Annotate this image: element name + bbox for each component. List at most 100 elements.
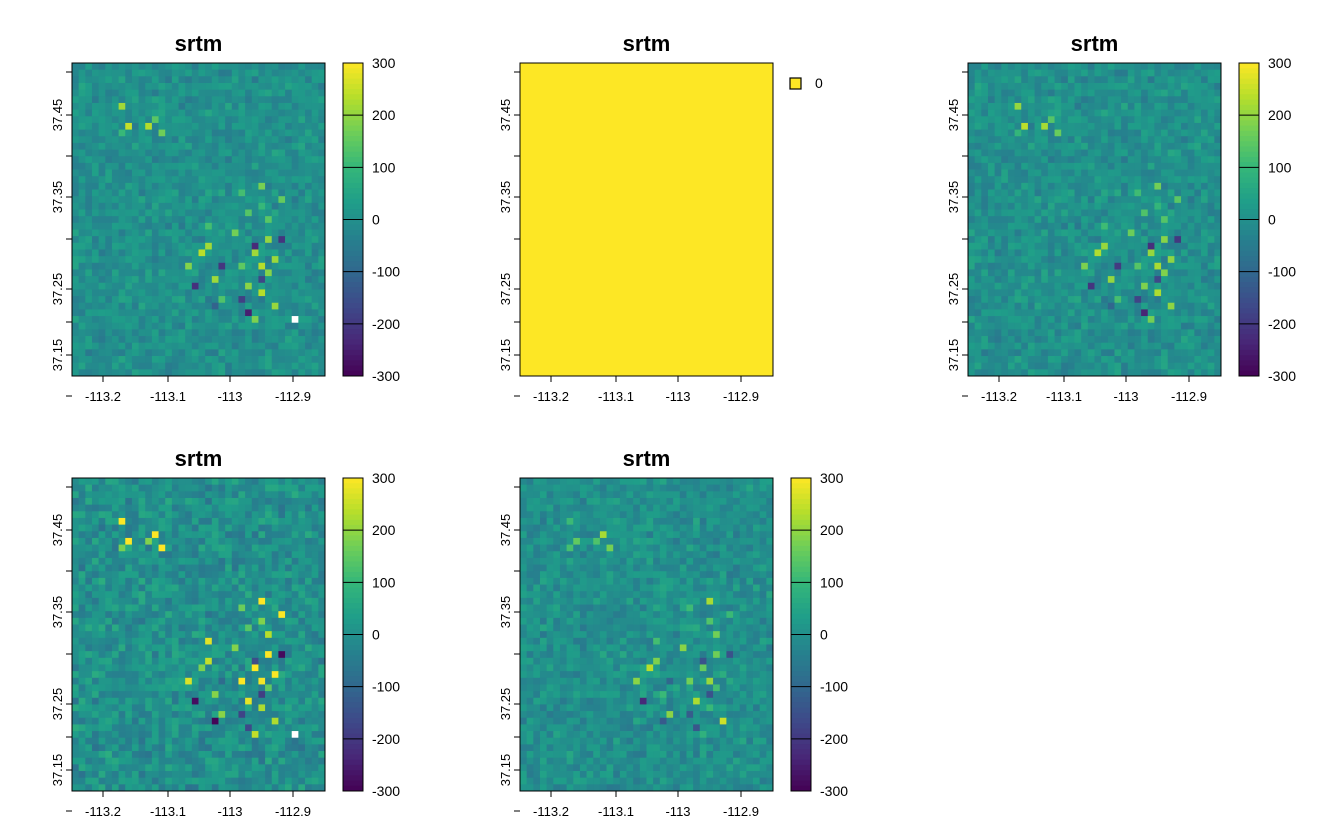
raster-cell xyxy=(1047,309,1055,317)
raster-cell xyxy=(165,316,173,324)
raster-cell xyxy=(145,316,153,324)
raster-cell xyxy=(305,89,313,97)
legend-colorbar-segment xyxy=(343,83,363,90)
raster-cell xyxy=(111,517,120,526)
raster-cell xyxy=(98,149,106,157)
raster-cell xyxy=(245,169,253,177)
raster-cell xyxy=(225,309,233,317)
raster-cell xyxy=(1054,162,1062,170)
raster-cell xyxy=(185,129,193,137)
raster-cell xyxy=(1207,229,1215,237)
raster-cell xyxy=(145,309,153,317)
raster-cell xyxy=(1114,249,1122,257)
raster-cell xyxy=(72,63,80,71)
raster-cell xyxy=(218,156,226,164)
legend-colorbar-segment xyxy=(1239,89,1259,95)
raster-cell xyxy=(251,671,259,679)
raster-cell xyxy=(205,504,213,512)
raster-cell xyxy=(1141,282,1149,290)
raster-cell xyxy=(258,216,266,224)
raster-cell xyxy=(91,142,100,150)
raster-cell xyxy=(1134,356,1142,364)
raster-cell xyxy=(258,329,266,337)
raster-cell xyxy=(251,591,259,599)
raster-cell xyxy=(245,69,253,77)
raster-cell xyxy=(1027,156,1035,164)
raster-cell xyxy=(1067,296,1075,304)
raster-cell xyxy=(994,329,1002,337)
raster-cell xyxy=(1181,202,1189,210)
raster-cell xyxy=(1127,96,1135,104)
raster-cell xyxy=(311,289,319,297)
raster-cell xyxy=(311,671,319,679)
raster-cell xyxy=(111,156,120,164)
raster-cell xyxy=(1054,182,1062,190)
raster-cell xyxy=(981,182,989,190)
raster-cell xyxy=(98,604,106,612)
raster-cell xyxy=(98,591,106,599)
raster-cell xyxy=(225,356,233,364)
raster-cell xyxy=(251,329,259,337)
raster-cell xyxy=(171,136,179,144)
raster-cell xyxy=(185,216,193,224)
raster-cell xyxy=(1194,369,1202,377)
raster-cell xyxy=(1147,236,1155,244)
raster-cell xyxy=(305,651,313,659)
raster-cell xyxy=(258,551,266,559)
legend-colorbar-segment xyxy=(1239,167,1259,174)
raster-cell xyxy=(78,216,86,224)
raster-cell xyxy=(131,69,139,77)
raster-cell xyxy=(1181,369,1189,377)
raster-cell xyxy=(111,577,120,585)
raster-cell xyxy=(245,336,253,344)
raster-cell xyxy=(78,156,86,164)
raster-cell xyxy=(131,651,139,659)
raster-cell xyxy=(91,356,100,364)
raster-cell xyxy=(138,82,146,91)
raster-cell xyxy=(191,302,199,310)
raster-cell xyxy=(285,289,293,297)
raster-cell xyxy=(145,63,153,71)
raster-cell xyxy=(1194,302,1202,310)
raster-cell xyxy=(1061,322,1069,330)
raster-cell xyxy=(171,289,179,297)
raster-cell xyxy=(158,637,166,645)
raster-cell xyxy=(311,664,319,672)
raster-cell xyxy=(85,584,93,592)
raster-cell xyxy=(1147,336,1155,344)
raster-cell xyxy=(72,276,80,284)
raster-cell xyxy=(145,611,153,619)
raster-cell xyxy=(1027,142,1035,150)
raster-cell xyxy=(138,478,146,486)
legend-colorbar-segment xyxy=(1239,365,1259,372)
raster-cell xyxy=(245,82,253,91)
raster-cell xyxy=(1034,156,1042,164)
raster-cell xyxy=(198,564,206,572)
raster-cell xyxy=(265,222,273,230)
raster-cell xyxy=(105,216,113,224)
raster-cell xyxy=(285,182,293,190)
raster-cell xyxy=(1114,302,1122,310)
raster-cell xyxy=(1074,136,1082,144)
raster-cell xyxy=(1081,102,1089,111)
raster-cell xyxy=(305,631,313,639)
raster-cell xyxy=(265,316,273,324)
raster-cell xyxy=(131,584,139,592)
raster-cell xyxy=(178,316,186,324)
raster-cell xyxy=(1021,256,1029,264)
raster-cell xyxy=(151,276,159,284)
raster-cell xyxy=(118,611,126,619)
raster-cell xyxy=(178,671,186,679)
raster-cell xyxy=(1027,329,1035,337)
raster-cell xyxy=(105,229,113,237)
raster-cell xyxy=(185,671,193,679)
raster-cell xyxy=(245,611,253,619)
raster-cell xyxy=(1147,63,1155,71)
raster-cell xyxy=(85,102,93,111)
raster-cell xyxy=(178,96,186,104)
raster-cell xyxy=(265,96,273,104)
raster-cell xyxy=(85,336,93,344)
raster-cell xyxy=(145,551,153,559)
raster-cell xyxy=(111,296,120,304)
raster-cell xyxy=(225,362,233,370)
